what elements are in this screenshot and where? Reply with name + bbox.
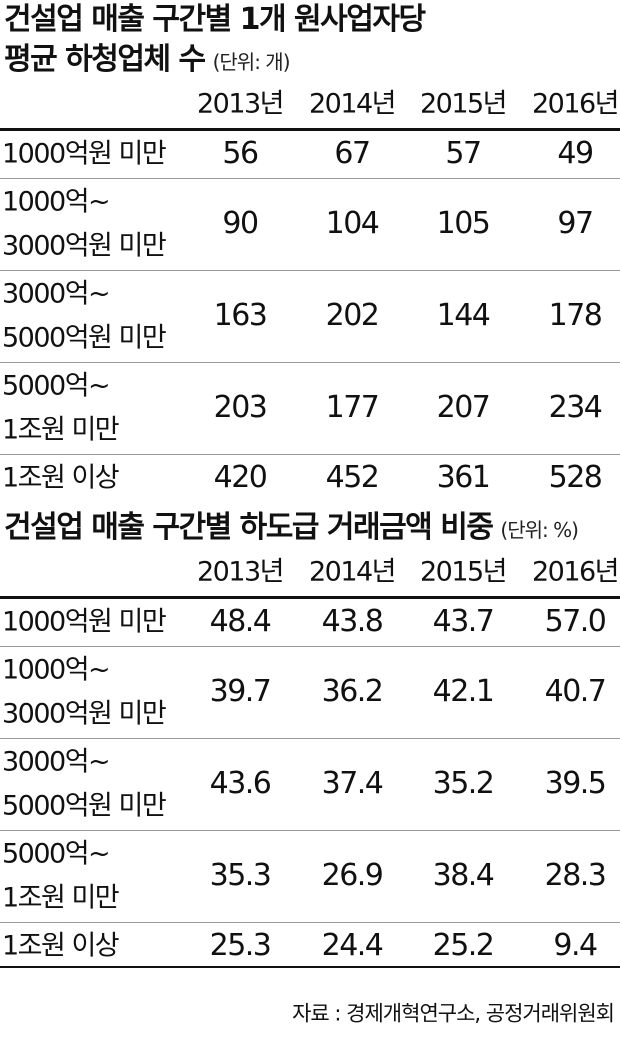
column-header: 2013년 — [196, 88, 285, 120]
row-divider — [0, 646, 620, 647]
cell-value: 35.2 — [432, 766, 495, 801]
cell-value: 56 — [222, 136, 259, 171]
row-label: 1조원 이상 — [2, 462, 120, 494]
cell-value: 39.7 — [209, 674, 272, 709]
cell-value: 49 — [557, 136, 594, 171]
cell-value: 97 — [557, 206, 594, 241]
cell-value: 26.9 — [321, 858, 384, 893]
cell-value: 202 — [325, 298, 380, 333]
cell-value: 420 — [213, 460, 268, 495]
cell-value: 28.3 — [544, 858, 607, 893]
unit-note: (단위: 개) — [212, 50, 291, 74]
row-label: 3000억~ — [2, 278, 111, 310]
row-divider — [0, 830, 620, 831]
cell-value: 361 — [436, 460, 491, 495]
header-rule — [0, 596, 620, 599]
row-label: 1조원 미만 — [2, 882, 120, 914]
column-header: 2014년 — [308, 88, 397, 120]
column-header: 2013년 — [196, 556, 285, 588]
cell-value: 48.4 — [209, 604, 272, 639]
cell-value: 90 — [222, 206, 259, 241]
row-label: 5000억~ — [2, 838, 111, 870]
cell-value: 9.4 — [553, 928, 598, 963]
cell-value: 105 — [436, 206, 491, 241]
bottom-rule — [0, 966, 620, 968]
column-header: 2016년 — [531, 556, 620, 588]
cell-value: 38.4 — [432, 858, 495, 893]
row-divider — [0, 270, 620, 271]
row-label: 5000억원 미만 — [2, 322, 167, 354]
row-label: 3000억원 미만 — [2, 230, 167, 262]
cell-value: 43.6 — [209, 766, 272, 801]
row-label: 5000억~ — [2, 370, 111, 402]
source-note: 자료 : 경제개혁연구소, 공정거래위원회 — [292, 1001, 615, 1026]
cell-value: 528 — [548, 460, 603, 495]
table-title: 건설업 매출 구간별 1개 원사업자당 — [4, 2, 426, 37]
cell-value: 104 — [325, 206, 380, 241]
row-label: 3000억원 미만 — [2, 698, 167, 730]
cell-value: 35.3 — [209, 858, 272, 893]
cell-value: 234 — [548, 390, 603, 425]
cell-value: 25.3 — [209, 928, 272, 963]
row-label: 1000억~ — [2, 186, 111, 218]
table-title: 건설업 매출 구간별 하도급 거래금액 비중 — [4, 510, 494, 545]
row-divider — [0, 922, 620, 923]
column-header: 2014년 — [308, 556, 397, 588]
row-divider — [0, 454, 620, 455]
row-divider — [0, 362, 620, 363]
cell-value: 452 — [325, 460, 380, 495]
cell-value: 43.7 — [432, 604, 495, 639]
cell-value: 178 — [548, 298, 603, 333]
row-label: 3000억~ — [2, 746, 111, 778]
row-divider — [0, 738, 620, 739]
row-label: 1000억원 미만 — [2, 138, 167, 170]
row-label: 1000억~ — [2, 654, 111, 686]
cell-value: 57.0 — [544, 604, 607, 639]
row-label: 5000억원 미만 — [2, 790, 167, 822]
cell-value: 57 — [445, 136, 482, 171]
header-rule — [0, 128, 620, 131]
cell-value: 67 — [334, 136, 371, 171]
cell-value: 203 — [213, 390, 268, 425]
row-label: 1조원 미만 — [2, 414, 120, 446]
cell-value: 25.2 — [432, 928, 495, 963]
row-label: 1조원 이상 — [2, 930, 120, 962]
cell-value: 36.2 — [321, 674, 384, 709]
cell-value: 163 — [213, 298, 268, 333]
cell-value: 40.7 — [544, 674, 607, 709]
cell-value: 42.1 — [432, 674, 495, 709]
cell-value: 39.5 — [544, 766, 607, 801]
cell-value: 37.4 — [321, 766, 384, 801]
unit-note: (단위: %) — [500, 518, 579, 542]
cell-value: 24.4 — [321, 928, 384, 963]
table-title: 평균 하청업체 수 — [4, 42, 206, 77]
column-header: 2015년 — [419, 88, 508, 120]
cell-value: 43.8 — [321, 604, 384, 639]
cell-value: 177 — [325, 390, 380, 425]
column-header: 2015년 — [419, 556, 508, 588]
row-divider — [0, 178, 620, 179]
cell-value: 207 — [436, 390, 491, 425]
cell-value: 144 — [436, 298, 491, 333]
column-header: 2016년 — [531, 88, 620, 120]
row-label: 1000억원 미만 — [2, 606, 167, 638]
